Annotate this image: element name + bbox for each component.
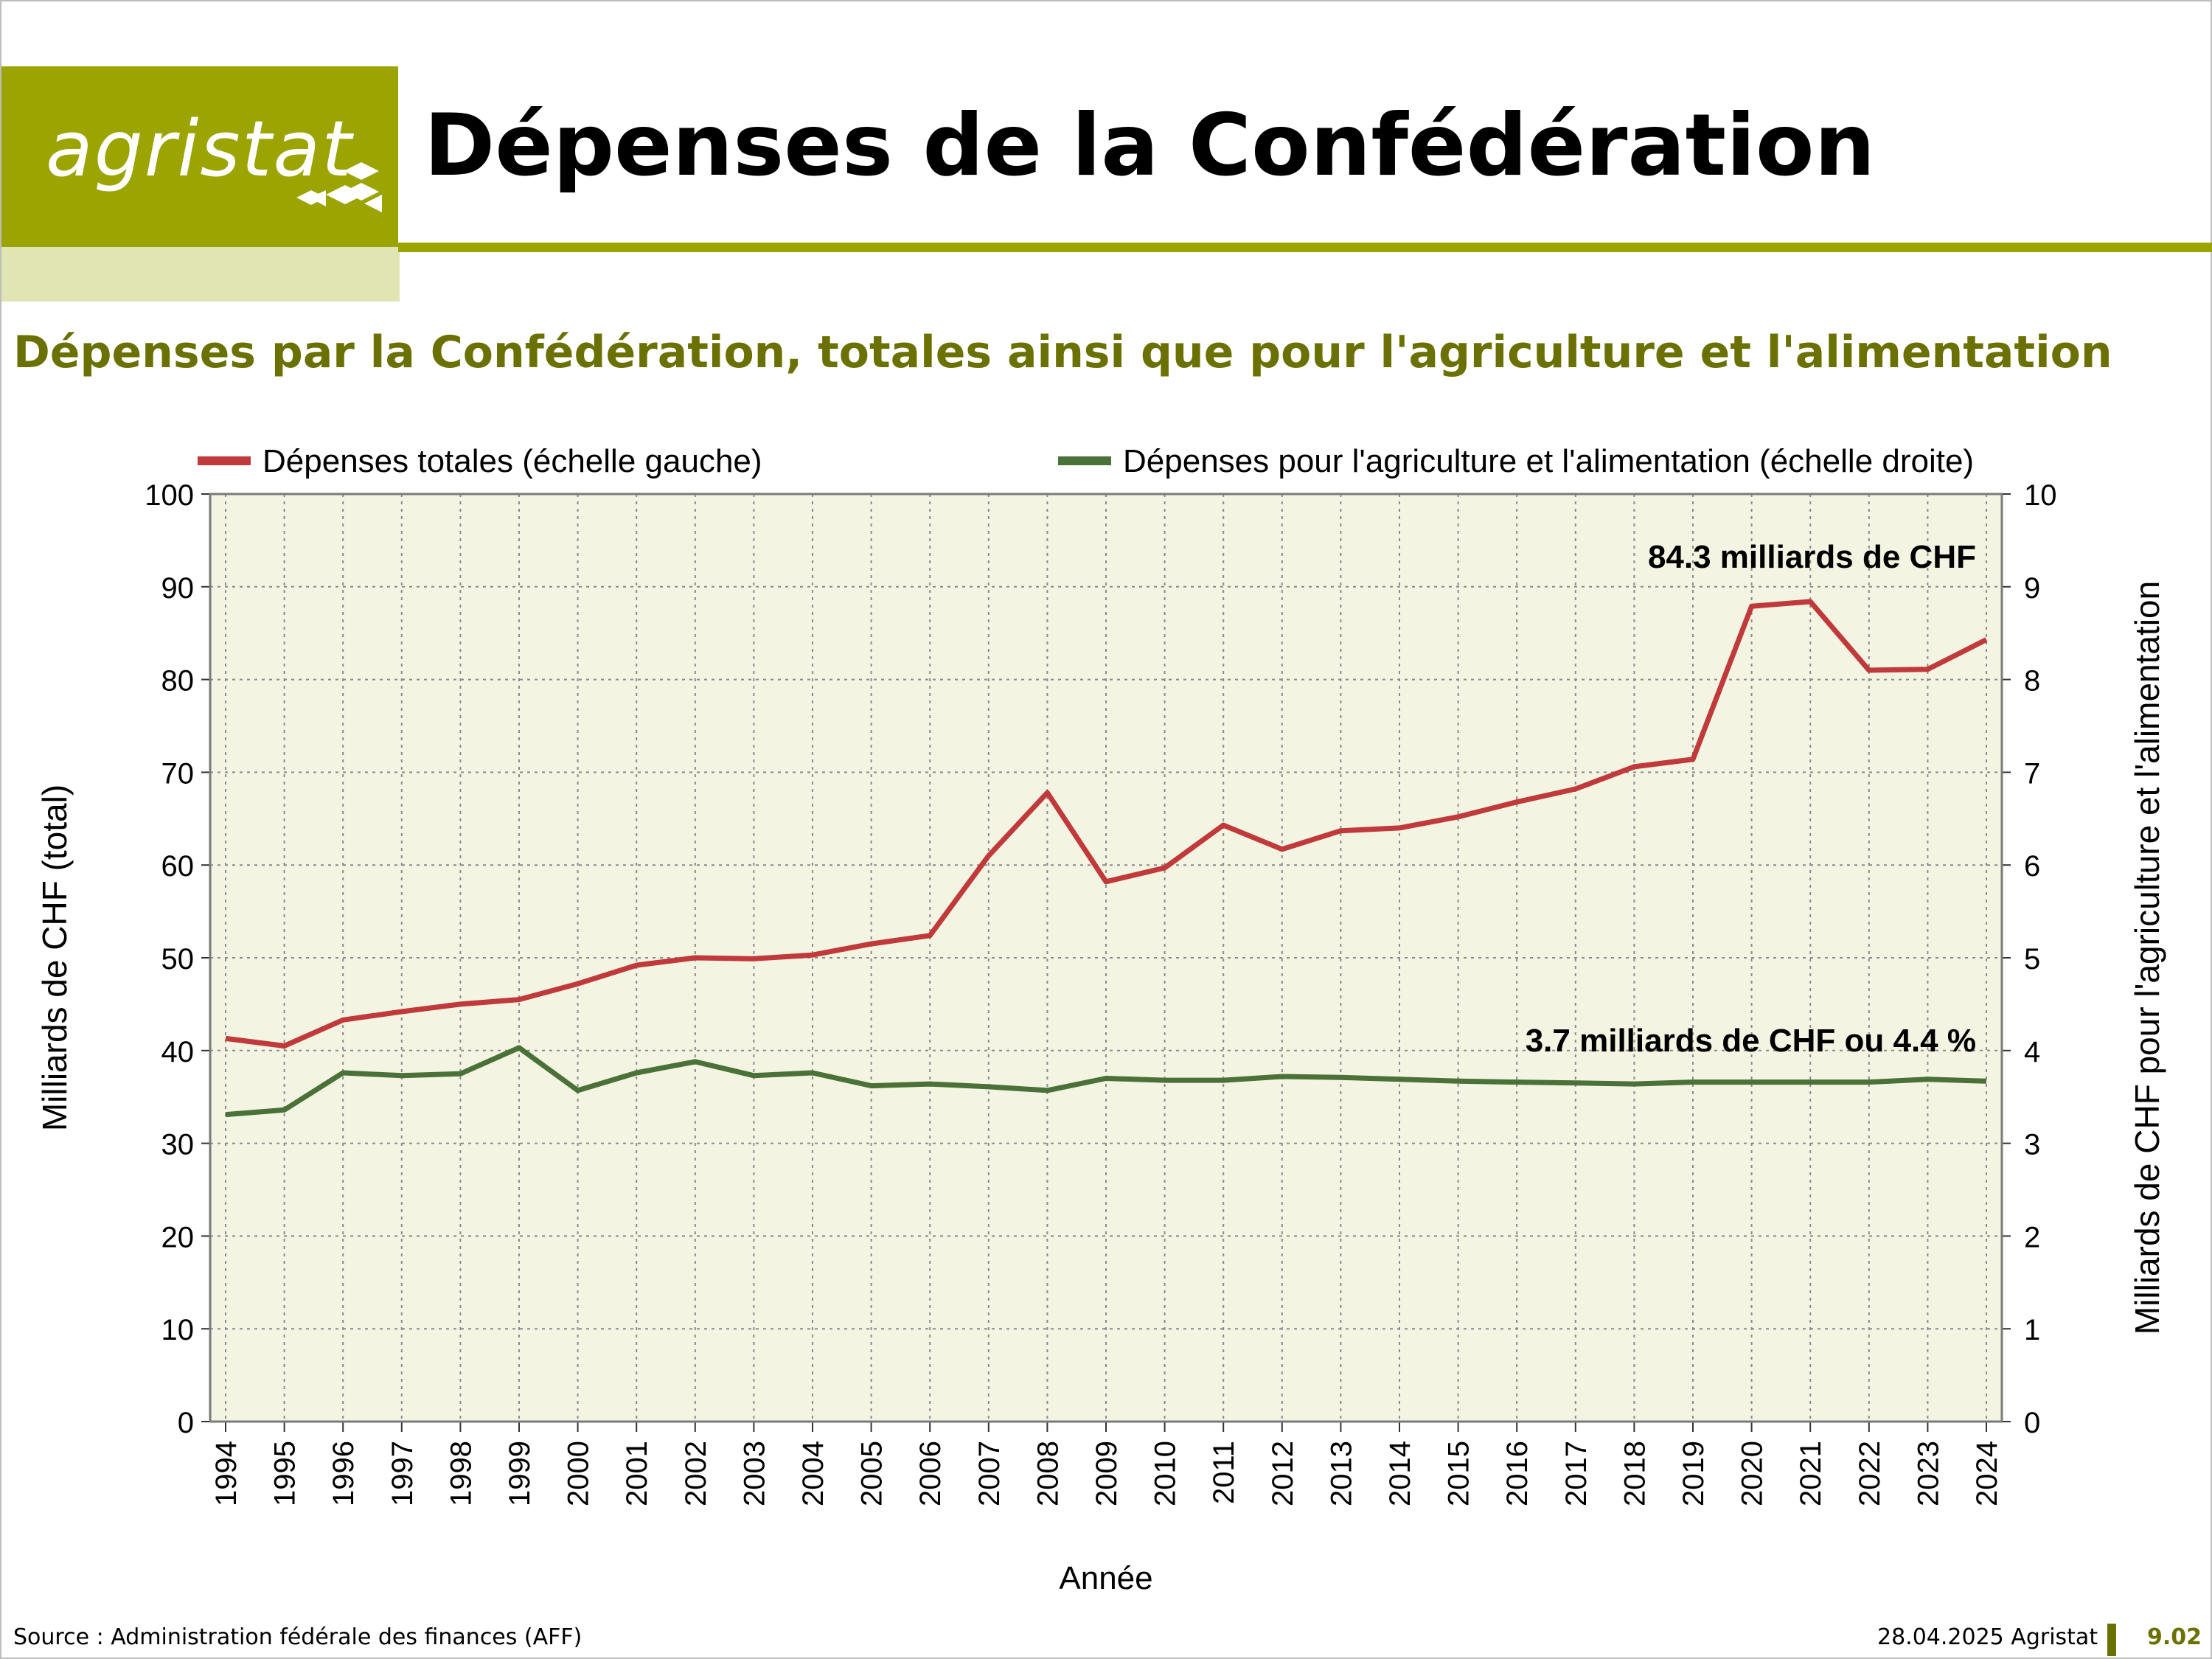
x-tick-label: 2000 [563, 1441, 595, 1506]
y-tick-label: 0 [178, 1407, 194, 1439]
x-tick-label: 2019 [1677, 1441, 1710, 1506]
x-tick-label: 1995 [269, 1441, 302, 1506]
x-tick-label: 1994 [210, 1441, 243, 1506]
y2-tick-label: 0 [2024, 1407, 2040, 1439]
x-tick-label: 2012 [1267, 1441, 1299, 1506]
y-tick-label: 30 [161, 1129, 195, 1161]
y-tick-label: 80 [161, 665, 195, 698]
x-tick-label: 2014 [1384, 1441, 1416, 1506]
y2-tick-label: 9 [2024, 572, 2040, 605]
y2-tick-label: 1 [2024, 1314, 2040, 1346]
y-tick-label: 40 [161, 1036, 195, 1068]
annotation-agriculture: 3.7 milliards de CHF ou 4.4 % [1526, 1023, 1976, 1059]
x-tick-label: 2016 [1501, 1441, 1534, 1506]
x-tick-label: 2007 [973, 1441, 1006, 1506]
logo-text: agristat [46, 104, 353, 194]
x-tick-label: 2013 [1325, 1441, 1357, 1506]
x-tick-label: 1997 [386, 1441, 419, 1506]
header-rule [398, 243, 2212, 252]
page-title: Dépenses de la Confédération [424, 96, 1876, 195]
y2-tick-label: 4 [2024, 1036, 2040, 1068]
footer-separator [2107, 1624, 2116, 1656]
y-tick-label: 50 [161, 943, 195, 975]
x-tick-label: 2004 [797, 1441, 830, 1506]
x-tick-label: 2005 [856, 1441, 888, 1506]
line-chart: 0 10 20 30 40 50 60 70 80 90 100 0 1 2 3 4 5 6 7 8 9 10 1994 19… [35, 443, 2166, 1596]
x-tick-label: 2022 [1854, 1441, 1886, 1506]
chart-title: Dépenses par la Confédération, totales a… [13, 327, 2112, 378]
y-tick-label: 20 [161, 1221, 195, 1253]
x-tick-label: 2009 [1091, 1441, 1123, 1506]
legend-label-total: Dépenses totales (échelle gauche) [262, 443, 762, 479]
x-tick-label: 2023 [1912, 1441, 1944, 1506]
x-tick-label: 2008 [1032, 1441, 1064, 1506]
y2-tick-label: 2 [2024, 1221, 2040, 1253]
y2-tick-label: 6 [2024, 850, 2040, 883]
x-tick-label: 2003 [738, 1441, 771, 1506]
plot-border [209, 493, 2003, 1423]
y-axis-title: Milliards de CHF (total) [35, 785, 74, 1131]
y-tick-label: 90 [161, 572, 195, 605]
x-tick-label: 2006 [914, 1441, 947, 1506]
x-tick-label: 2021 [1795, 1441, 1827, 1506]
y-tick-label: 10 [161, 1314, 195, 1346]
x-tick-label: 1996 [327, 1441, 360, 1506]
x-tick-label: 2024 [1971, 1441, 2003, 1506]
y2-tick-label: 10 [2024, 479, 2057, 512]
series-line-total [225, 599, 1988, 1048]
x-tick-label: 2018 [1618, 1441, 1651, 1506]
x-tick-label: 2017 [1560, 1441, 1593, 1506]
y2-axis-title: Milliards de CHF pour l'agriculture et l… [2128, 581, 2166, 1335]
legend-label-agriculture: Dépenses pour l'agriculture et l'aliment… [1123, 443, 1974, 479]
plot-area [210, 494, 2002, 1422]
footer-date: 28.04.2025 Agristat [1877, 1624, 2098, 1650]
x-tick-label: 2001 [621, 1441, 653, 1506]
logo-underbar [1, 247, 400, 302]
y2-tick-label: 7 [2024, 757, 2040, 790]
x-tick-label: 1999 [504, 1441, 536, 1506]
x-tick-label: 2020 [1736, 1441, 1769, 1506]
x-axis-title: Année [1059, 1560, 1152, 1596]
x-tick-label: 2015 [1443, 1441, 1475, 1506]
y2-tick-label: 3 [2024, 1129, 2040, 1161]
logo-diamonds-icon [296, 162, 382, 212]
annotation-total: 84.3 milliards de CHF [1648, 539, 1976, 575]
x-tick-label: 2011 [1208, 1441, 1240, 1504]
source-note: Source : Administration fédérale des fin… [13, 1624, 582, 1650]
page-number: 9.02 [2147, 1624, 2202, 1650]
y-tick-label: 60 [161, 850, 195, 883]
y2-tick-label: 5 [2024, 943, 2040, 975]
y2-tick-label: 8 [2024, 665, 2040, 698]
series-line-agriculture [225, 1045, 1987, 1118]
y-tick-label: 70 [161, 757, 195, 790]
y-tick-label: 100 [145, 479, 194, 512]
agristat-logo [1, 66, 398, 247]
x-tick-label: 2002 [680, 1441, 712, 1506]
x-tick-label: 1998 [445, 1441, 477, 1506]
x-tick-label: 2010 [1150, 1441, 1182, 1506]
